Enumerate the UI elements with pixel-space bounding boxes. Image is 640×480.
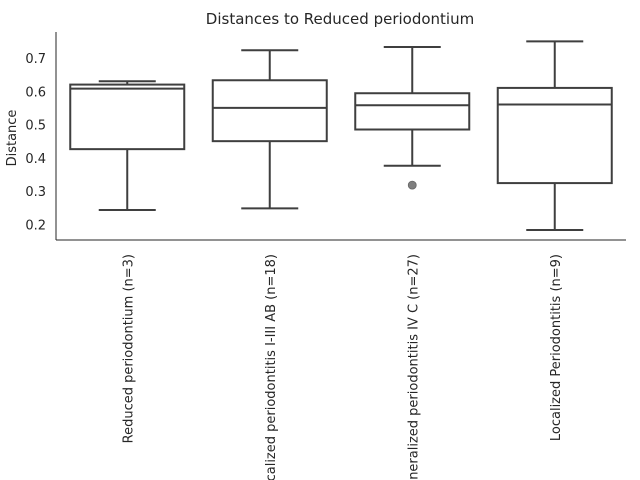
box-iqr xyxy=(496,86,613,185)
y-axis-title: Distance xyxy=(5,110,20,167)
x-tick-label: Localized Periodontitis (n=9) xyxy=(549,254,564,441)
box-iqr xyxy=(69,83,186,151)
y-tick-label: 0.4 xyxy=(25,152,46,167)
box-iqr xyxy=(211,79,328,143)
x-tick-label: Generalized periodontitis IV C (n=27) xyxy=(406,254,421,480)
y-tick-label: 0.5 xyxy=(25,119,46,134)
y-tick-label: 0.6 xyxy=(25,85,46,100)
outlier-point xyxy=(407,180,417,190)
box-iqr xyxy=(354,92,471,131)
y-tick-label: 0.2 xyxy=(25,219,46,234)
plot-area: 0.2 0.3 0.4 0.5 0.6 0.7 Reduced periodontium (… xyxy=(25,32,626,480)
chart-title: Distances to Reduced periodontium xyxy=(206,10,474,28)
y-tick-label: 0.3 xyxy=(25,185,46,200)
x-tick-label: Reduced periodontium (n=3) xyxy=(121,254,136,443)
y-tick-label: 0.7 xyxy=(25,52,46,67)
x-tick-label: Localized periodontitis I-III AB (n=18) xyxy=(264,254,279,480)
